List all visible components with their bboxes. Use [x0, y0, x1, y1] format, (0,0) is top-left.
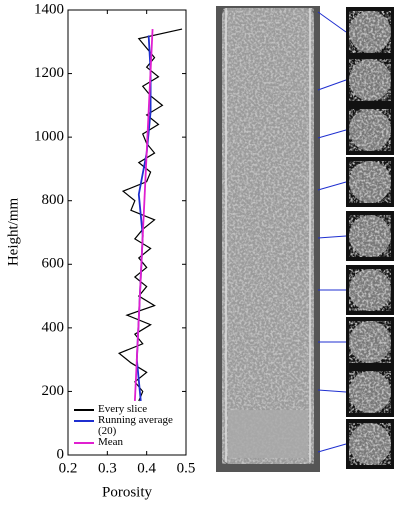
- slice-texture: [349, 423, 391, 465]
- connector: [317, 129, 347, 139]
- x-tick-label: 0.2: [59, 460, 78, 476]
- slice-texture: [349, 11, 391, 53]
- slice-texture: [349, 371, 391, 413]
- connector: [317, 11, 347, 33]
- legend-item: Mean: [72, 437, 180, 448]
- x-tick-label: 0.4: [137, 460, 156, 476]
- legend-item: Running average (20): [72, 415, 180, 437]
- connector: [317, 389, 347, 393]
- slice-texture: [349, 321, 391, 363]
- y-tick-label: 1400: [34, 1, 64, 17]
- y-tick-label: 400: [42, 319, 65, 335]
- x-tick-label: 0.5: [177, 460, 196, 476]
- slice-texture: [349, 161, 391, 203]
- series-line: [117, 28, 183, 402]
- y-tick-label: 200: [42, 383, 65, 399]
- slice-texture: [349, 269, 391, 311]
- connector: [317, 181, 347, 191]
- series-line: [133, 29, 154, 402]
- y-tick-label: 1200: [34, 65, 64, 81]
- connector: [317, 235, 347, 239]
- slice-texture: [349, 109, 391, 151]
- y-tick-label: 0: [57, 446, 65, 462]
- legend-label: Mean: [98, 436, 124, 448]
- slice-texture: [349, 59, 391, 101]
- connector: [317, 79, 347, 91]
- x-axis-label: Porosity: [102, 484, 153, 500]
- legend-label: Every slice: [98, 403, 148, 415]
- legend-swatch: [74, 442, 94, 444]
- legend-swatch: [74, 409, 94, 411]
- legend-label: Running average (20): [98, 414, 173, 437]
- connector: [317, 443, 347, 453]
- x-tick-label: 0.3: [98, 460, 117, 476]
- slice-images: [317, 7, 394, 469]
- plot-frame: [67, 9, 187, 456]
- y-tick-label: 600: [42, 256, 65, 272]
- ct-column: [216, 6, 320, 472]
- y-axis-label: Height/mm: [5, 198, 21, 267]
- legend: Every slice Running average (20) Mean: [72, 404, 180, 448]
- y-tick-label: 800: [42, 192, 65, 208]
- slice-texture: [349, 215, 391, 257]
- legend-swatch: [74, 420, 94, 422]
- y-tick-label: 1000: [34, 129, 64, 145]
- legend-item: Every slice: [72, 404, 180, 415]
